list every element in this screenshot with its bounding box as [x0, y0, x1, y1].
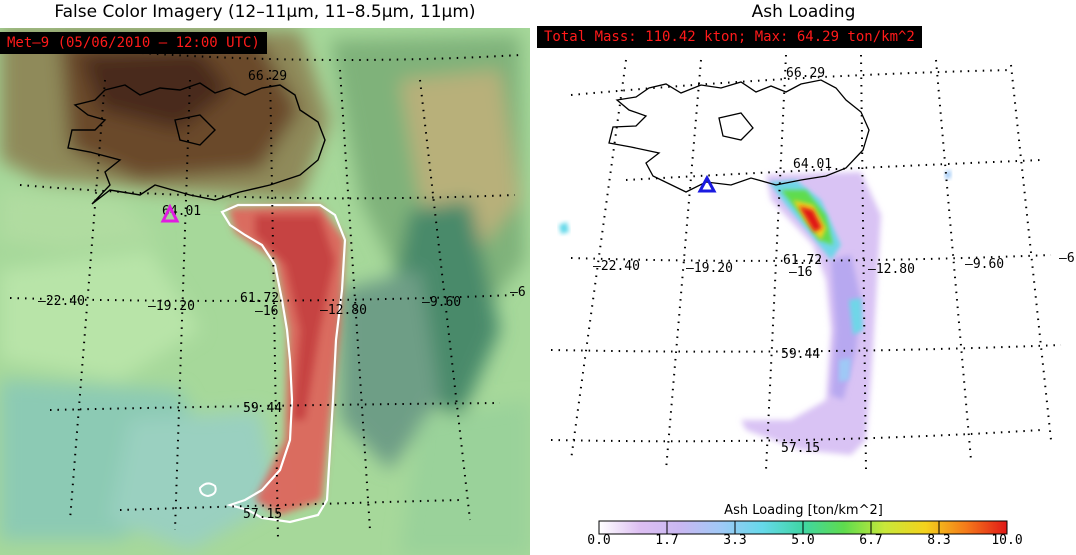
lon-label-22-right: –22.40 [593, 259, 640, 274]
colorbar-tick-labels: 0.0 1.7 3.3 5.0 6.7 8.3 10.0 [531, 533, 1076, 553]
graticule-right [550, 54, 1062, 471]
right-panel-title: Ash Loading [751, 2, 856, 22]
lon-label-19: –19.20 [148, 299, 195, 314]
lat-label-66: 66.29 [248, 69, 287, 84]
false-color-panel: 66.29 64.01 61.72 59.44 57.15 –22.40 –19… [0, 0, 530, 555]
plume-outline [220, 203, 347, 524]
lat-label-61: 61.72 [240, 291, 279, 306]
lat-label-57: 57.15 [243, 507, 282, 522]
lon-label-9: –9.60 [422, 295, 461, 310]
lat-label-64-right: 64.01 [793, 157, 832, 172]
colorbar-tick-label: 5.0 [791, 533, 815, 548]
lon-label-12: –12.80 [320, 303, 367, 318]
ash-loading-map: 66.29 64.01 61.72 59.44 57.15 –22.40 –19… [531, 28, 1076, 535]
lon-label-9-right: –9.60 [965, 257, 1004, 272]
colorbar-title: Ash Loading [ton/km^2] [724, 503, 883, 518]
colorbar-tick-label: 8.3 [927, 533, 951, 548]
lon-label-22: –22.40 [38, 294, 85, 309]
lat-label-59: 59.44 [243, 401, 282, 416]
ash-loading-panel: 66.29 64.01 61.72 59.44 57.15 –22.40 –19… [531, 0, 1076, 555]
plume-outline-small [198, 482, 217, 498]
colorbar-tick-label: 6.7 [859, 533, 883, 548]
lon-label-19-right: –19.20 [686, 261, 733, 276]
mass-summary-label: Total Mass: 110.42 kton; Max: 64.29 ton/… [537, 26, 922, 48]
left-panel-title: False Color Imagery (12–11µm, 11–8.5µm, … [54, 2, 476, 22]
volcano-marker-icon [160, 203, 180, 223]
lon-label-16-right: –16 [789, 265, 812, 280]
lat-label-61-right: 61.72 [783, 253, 822, 268]
satellite-time-label: Met–9 (05/06/2010 – 12:00 UTC) [0, 32, 267, 54]
colorbar-tick-label: 3.3 [723, 533, 747, 548]
colorbar-tick-label: 1.7 [655, 533, 679, 548]
lon-label-16: –16 [255, 304, 278, 319]
false-color-map: 66.29 64.01 61.72 59.44 57.15 –22.40 –19… [0, 28, 530, 555]
lon-label-6-right: –6 [1059, 251, 1075, 266]
volcano-marker-icon-right [697, 174, 717, 193]
lat-label-57-right: 57.15 [781, 441, 820, 456]
graticule [0, 39, 521, 541]
ash-plume-loading [559, 170, 951, 455]
colorbar-tick-label: 0.0 [587, 533, 611, 548]
lon-label-6: –6 [510, 285, 526, 300]
lat-label-59-right: 59.44 [781, 347, 820, 362]
iceland-coastline [67, 82, 326, 205]
iceland-coastline-right [608, 79, 870, 193]
false-color-background [0, 28, 530, 555]
ash-plume-false-color [228, 205, 345, 515]
lon-label-12-right: –12.80 [868, 262, 915, 277]
colorbar-tick-label: 10.0 [991, 533, 1023, 548]
colorbar [598, 520, 1008, 535]
lat-label-66-right: 66.29 [786, 66, 825, 81]
